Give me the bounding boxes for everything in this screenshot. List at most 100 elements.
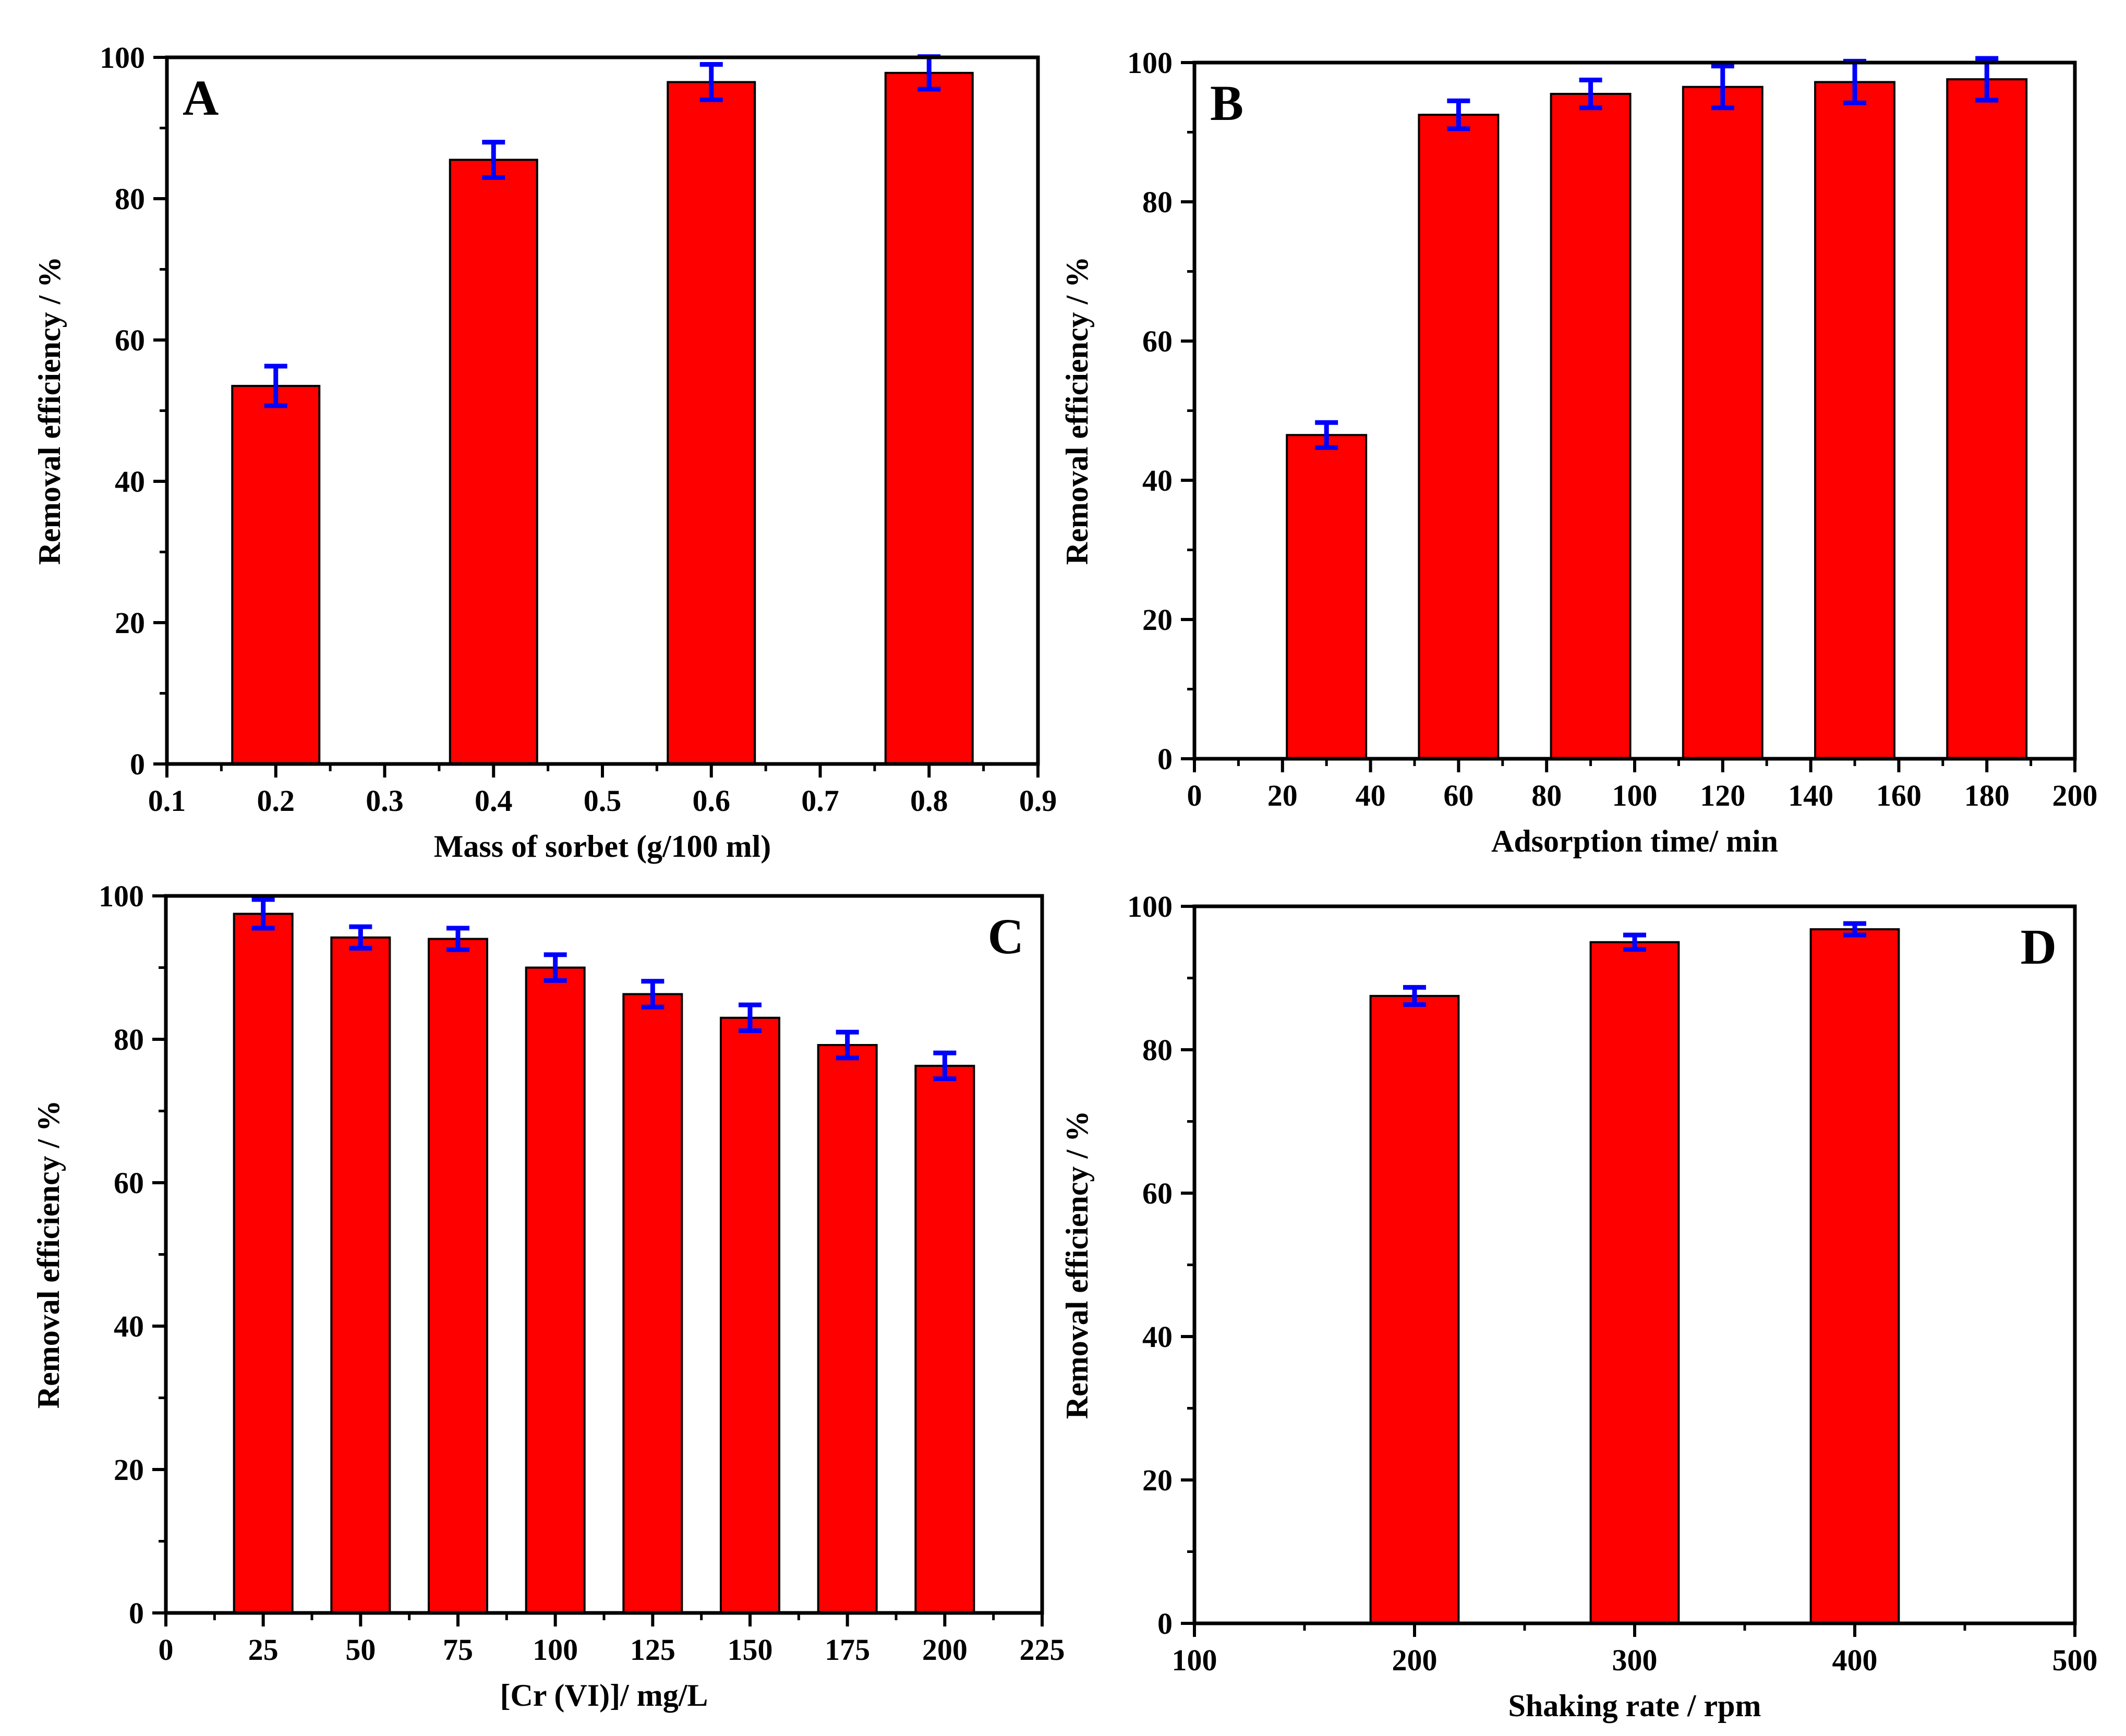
bar-d-2 [1589,941,1680,1624]
panel-letter-d: D [2021,919,2057,975]
x-tick-label-c: 125 [630,1633,675,1667]
x-tick-label-c: 175 [825,1633,870,1667]
x-tick-label-b: 100 [1612,779,1658,812]
x-axis-label-c: [Cr (VI)]/ mg/L [500,1678,708,1713]
error-bar-c-5 [641,979,665,1010]
x-tick-label-c: 50 [345,1633,376,1667]
x-tick-label-b: 60 [1443,779,1473,812]
bar-b-2 [1418,114,1500,760]
error-bar-b-6 [1975,56,1999,103]
x-tick-label-c: 150 [728,1633,773,1667]
y-tick-label-d: 80 [1142,1033,1173,1067]
x-tick-label-a: 0.9 [1019,784,1057,818]
bar-c-2 [330,936,391,1614]
bar-c-3 [428,938,488,1614]
x-tick-label-a: 0.5 [584,784,622,818]
error-bar-c-4 [543,952,567,983]
x-tick-label-c: 100 [533,1633,578,1667]
x-tick-label-a: 0.2 [257,784,295,818]
x-axis-label-d: Shaking rate / rpm [1508,1689,1761,1723]
y-tick-label-d: 0 [1157,1607,1173,1641]
x-tick-label-a: 0.4 [475,784,513,818]
y-tick-label-c: 60 [114,1166,144,1200]
x-axis-label-a: Mass of sorbet (g/100 ml) [434,829,771,864]
y-tick-label-a: 60 [115,323,145,357]
error-bar-d-3 [1843,921,1866,938]
x-tick-label-b: 0 [1187,779,1202,812]
bar-b-5 [1814,81,1895,760]
error-bar-c-7 [836,1029,859,1061]
error-bar-a-2 [482,140,505,180]
bar-d-1 [1369,994,1460,1624]
error-bar-a-1 [264,363,287,408]
y-tick-label-b: 20 [1142,603,1173,637]
panel-letter-b: B [1210,75,1243,131]
bar-c-8 [914,1064,975,1614]
x-tick-label-b: 160 [1876,779,1922,812]
x-tick-label-c: 75 [443,1633,473,1667]
y-axis-label-c: Removal efficiency / % [31,1100,66,1409]
y-tick-label-b: 40 [1142,464,1173,497]
y-tick-label-b: 60 [1142,324,1173,358]
x-tick-label-b: 180 [1964,779,2010,812]
y-tick-label-b: 100 [1127,46,1173,80]
bar-c-6 [720,1016,780,1614]
panel-b-chart: 0 20 40 60 80 100 120 140 160 180 200 0 20 40 60 80 100 A… [1060,46,2098,858]
panel-letter-c: C [988,908,1024,964]
bar-b-6 [1946,78,2028,760]
x-tick-label-a: 0.1 [148,784,186,818]
error-bar-a-3 [699,62,723,102]
x-tick-label-b: 80 [1531,779,1562,812]
panel-c-chart: 0 25 50 75 100 125 150 175 200 225 0 20 40 60 80 100 [Cr… [31,879,1065,1713]
error-bar-c-6 [739,1002,762,1033]
x-axis-label-b: Adsorption time/ min [1491,824,1778,858]
y-tick-label-a: 20 [115,606,145,640]
bar-c-5 [622,993,683,1614]
x-tick-label-c: 200 [922,1633,968,1667]
y-tick-label-b: 0 [1157,742,1173,776]
bar-b-4 [1682,86,1763,760]
x-tick-label-d: 300 [1612,1643,1658,1677]
y-tick-label-c: 100 [99,879,144,913]
x-tick-label-b: 40 [1356,779,1386,812]
x-tick-label-d: 100 [1172,1643,1217,1677]
bar-a-1 [231,385,321,765]
y-tick-label-c: 0 [129,1596,144,1630]
y-axis-label-d: Removal efficiency / % [1060,1111,1094,1419]
x-tick-label-b: 120 [1700,779,1745,812]
error-bar-c-2 [349,924,372,951]
y-tick-label-b: 80 [1142,185,1173,219]
error-bar-d-2 [1623,932,1646,952]
plot-frame-c [164,894,1044,1615]
bar-c-7 [817,1044,878,1614]
error-bar-c-1 [251,897,275,931]
x-tick-label-d: 200 [1392,1643,1438,1677]
y-tick-label-d: 100 [1127,890,1173,924]
y-axis-label-a: Removal efficiency / % [32,257,67,565]
error-bar-b-2 [1447,98,1470,131]
x-tick-label-c: 0 [159,1633,174,1667]
bar-d-3 [1809,928,1900,1624]
x-tick-label-b: 20 [1267,779,1298,812]
bar-a-4 [884,71,974,765]
error-bar-b-3 [1579,77,1602,111]
y-tick-label-d: 40 [1142,1320,1173,1354]
y-axis-label-b: Removal efficiency / % [1060,257,1094,565]
panel-d-chart: 100 200 300 400 500 0 20 40 60 80 100 Shaking rate … [1060,890,2098,1723]
x-tick-label-b: 200 [2052,779,2098,812]
error-bar-d-1 [1403,985,1426,1007]
bar-a-3 [667,81,756,765]
x-tick-label-c: 25 [248,1633,279,1667]
error-bar-c-8 [933,1050,957,1082]
bar-a-2 [449,159,538,766]
x-tick-label-a: 0.3 [366,784,404,818]
y-tick-label-c: 20 [114,1453,144,1487]
y-tick-label-d: 20 [1142,1463,1173,1497]
y-tick-label-a: 80 [115,182,145,216]
bar-b-1 [1286,434,1368,760]
bar-c-4 [525,966,586,1614]
x-tick-label-d: 400 [1832,1643,1878,1677]
y-tick-label-c: 40 [114,1309,144,1343]
panel-a-chart: 0.1 0.2 0.3 0.4 0.5 0.6 0.7 0.8 0.9 0 20 40 60 80 100 M… [32,41,1057,864]
